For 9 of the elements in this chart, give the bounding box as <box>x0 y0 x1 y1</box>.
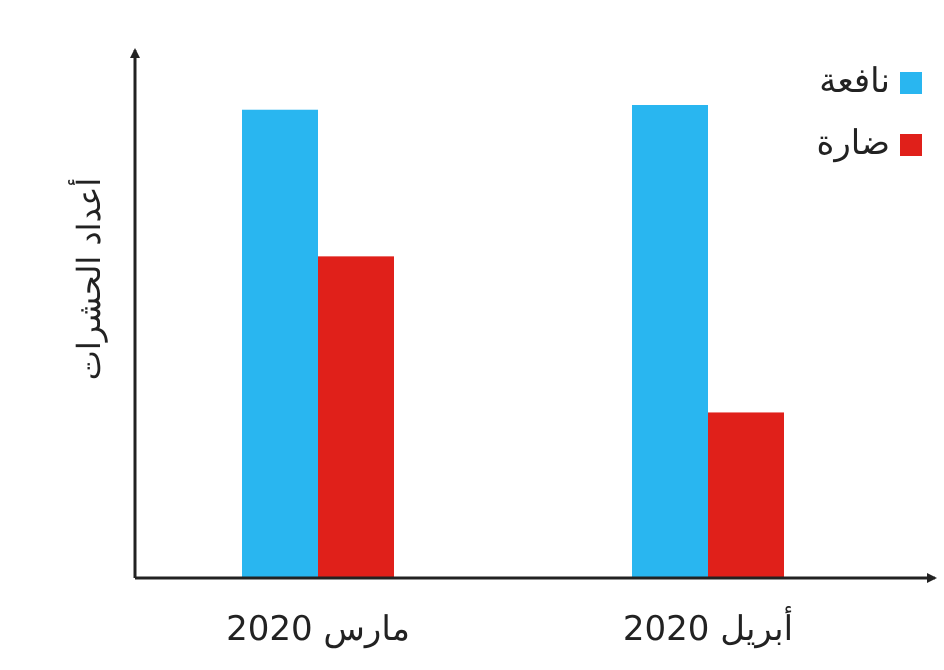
bar <box>708 412 784 578</box>
y-axis-title: أعداد الحشرات <box>68 178 108 380</box>
bar <box>242 110 318 578</box>
bar <box>318 256 394 578</box>
legend-label: ضارة <box>816 123 890 163</box>
x-tick-label: مارس 2020 <box>226 609 410 649</box>
x-tick-label: أبريل 2020 <box>622 606 794 649</box>
bar <box>632 105 708 578</box>
legend-label: نافعة <box>819 61 890 101</box>
